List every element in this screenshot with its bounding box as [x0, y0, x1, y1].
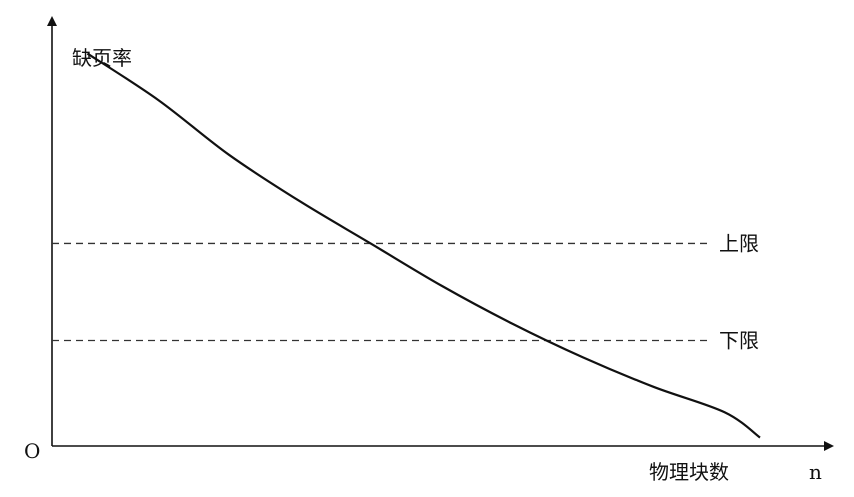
x-axis-symbol: n — [809, 460, 822, 484]
y-axis-label: 缺页率 — [72, 46, 132, 70]
axes — [47, 16, 834, 451]
page-fault-rate-curve — [86, 52, 761, 439]
lower-limit-label: 下限 — [719, 329, 759, 353]
origin-label: O — [24, 439, 40, 463]
upper-limit-label: 上限 — [719, 231, 759, 255]
x-axis-label: 物理块数 — [649, 460, 729, 484]
curve-layer — [86, 52, 761, 439]
